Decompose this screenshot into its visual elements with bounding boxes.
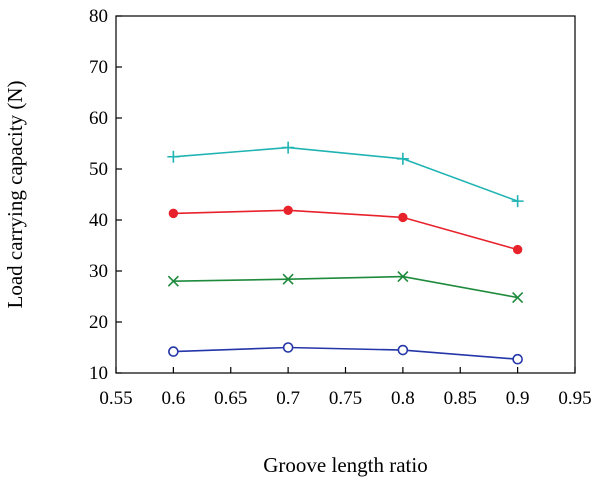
y-tick-label: 60 — [89, 108, 108, 129]
data-point-open-circle — [282, 342, 294, 353]
data-point-plus — [282, 141, 295, 154]
data-point-filled-circle — [168, 208, 179, 219]
plot-frame — [115, 15, 576, 374]
x-axis-label: Groove length ratio — [263, 453, 427, 477]
data-point-plus — [396, 152, 409, 165]
x-tick-label: 0.75 — [329, 388, 362, 409]
data-point-open-circle — [512, 353, 523, 365]
data-point-x — [512, 291, 524, 304]
data-point-filled-circle — [398, 212, 408, 223]
y-axis-ticks: 10 20 30 40 50 60 70 80 — [89, 6, 122, 384]
series-line — [173, 146, 518, 202]
data-point-x — [397, 271, 409, 283]
data-point-plus — [167, 150, 180, 163]
y-tick-label: 10 — [89, 363, 108, 384]
y-tick-label: 40 — [89, 210, 108, 231]
y-tick-label: 50 — [89, 159, 108, 180]
y-axis-label: Load carrying capacity (N) — [3, 81, 27, 309]
data-point-filled-circle — [283, 205, 293, 216]
data-point-x — [167, 275, 179, 287]
series-x — [167, 271, 524, 304]
series-layer — [167, 141, 524, 365]
data-point-open-circle — [397, 344, 409, 356]
x-tick-label: 0.6 — [162, 388, 186, 409]
series-plus — [167, 141, 524, 208]
x-tick-label: 0.9 — [506, 388, 530, 409]
x-tick-label: 0.55 — [99, 388, 132, 409]
series-line — [173, 209, 518, 251]
y-tick-label: 30 — [89, 261, 108, 282]
data-point-plus — [511, 195, 524, 208]
x-tick-label: 0.65 — [214, 388, 247, 409]
series-line — [173, 346, 518, 360]
data-point-filled-circle — [512, 244, 523, 255]
series-open-circle — [168, 342, 523, 365]
y-tick-label: 70 — [89, 57, 108, 78]
series-line — [173, 275, 518, 299]
x-tick-label: 0.8 — [391, 388, 415, 409]
x-axis-ticks: 0.55 0.6 0.65 0.7 0.75 0.8 0.85 0.9 0.95 — [99, 367, 592, 409]
data-point-x — [282, 273, 294, 285]
x-tick-label: 0.7 — [276, 388, 300, 409]
data-point-open-circle — [168, 346, 179, 357]
y-tick-label: 20 — [89, 312, 108, 333]
series-filled-circle — [168, 205, 523, 255]
x-tick-label: 0.85 — [444, 388, 477, 409]
y-tick-label: 80 — [89, 6, 108, 27]
x-tick-label: 0.95 — [558, 388, 591, 409]
